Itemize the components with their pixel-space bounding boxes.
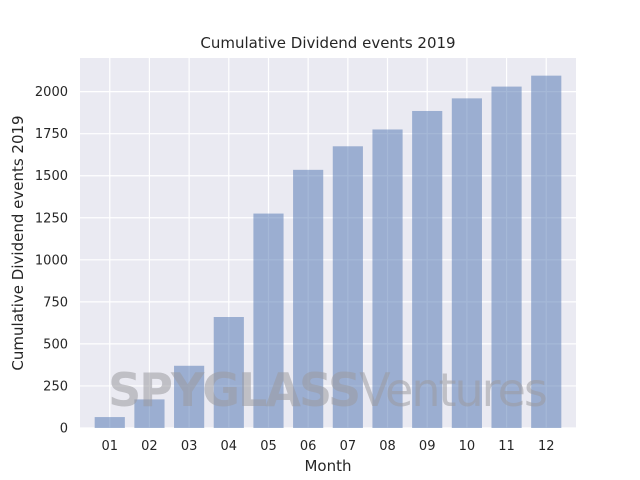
bars [94, 75, 562, 429]
x-axis-ticks: 01 02 03 04 05 06 07 08 09 10 11 12 [101, 439, 554, 454]
bar-05 [253, 213, 284, 428]
bar-02 [134, 399, 165, 428]
y-tick-label: 250 [43, 379, 68, 394]
y-tick-label: 2000 [35, 85, 68, 100]
y-axis-label: Cumulative Dividend events 2019 [9, 115, 27, 370]
y-tick-label: 500 [43, 337, 68, 352]
x-tick-label: 12 [538, 439, 555, 454]
chart-title: Cumulative Dividend events 2019 [200, 34, 455, 52]
x-tick-label: 03 [181, 439, 198, 454]
bar-08 [372, 129, 403, 428]
x-tick-label: 04 [221, 439, 238, 454]
watermark-brand-bold: SPYGLASS [108, 363, 359, 417]
y-tick-label: 1500 [35, 169, 68, 184]
bar-07 [332, 146, 363, 428]
x-tick-label: 06 [300, 439, 317, 454]
bar-11 [491, 86, 522, 428]
watermark-brand-light: Ventures [359, 363, 546, 417]
bar-04 [213, 317, 244, 428]
x-tick-label: 05 [260, 439, 277, 454]
watermark-text: SPYGLASSVentures [108, 363, 546, 417]
y-axis-ticks: 0 250 500 750 1000 1250 1500 1750 2000 [35, 85, 68, 436]
bar-12 [531, 75, 562, 428]
x-tick-label: 10 [459, 439, 476, 454]
bar-06 [293, 169, 324, 428]
bar-01 [94, 417, 125, 428]
x-tick-label: 08 [379, 439, 396, 454]
watermark: SPYGLASSVentures [108, 363, 548, 417]
x-axis-label: Month [304, 457, 351, 475]
x-tick-label: 07 [340, 439, 357, 454]
y-tick-label: 1000 [35, 253, 68, 268]
y-tick-label: 750 [43, 295, 68, 310]
bar-03 [174, 365, 205, 428]
x-tick-label: 11 [498, 439, 515, 454]
bar-10 [451, 98, 482, 428]
x-tick-label: 09 [419, 439, 436, 454]
bar-09 [412, 110, 443, 429]
x-tick-label: 01 [101, 439, 118, 454]
y-tick-label: 0 [60, 422, 68, 437]
y-tick-label: 1750 [35, 127, 68, 142]
x-tick-label: 02 [141, 439, 158, 454]
y-tick-label: 1250 [35, 211, 68, 226]
